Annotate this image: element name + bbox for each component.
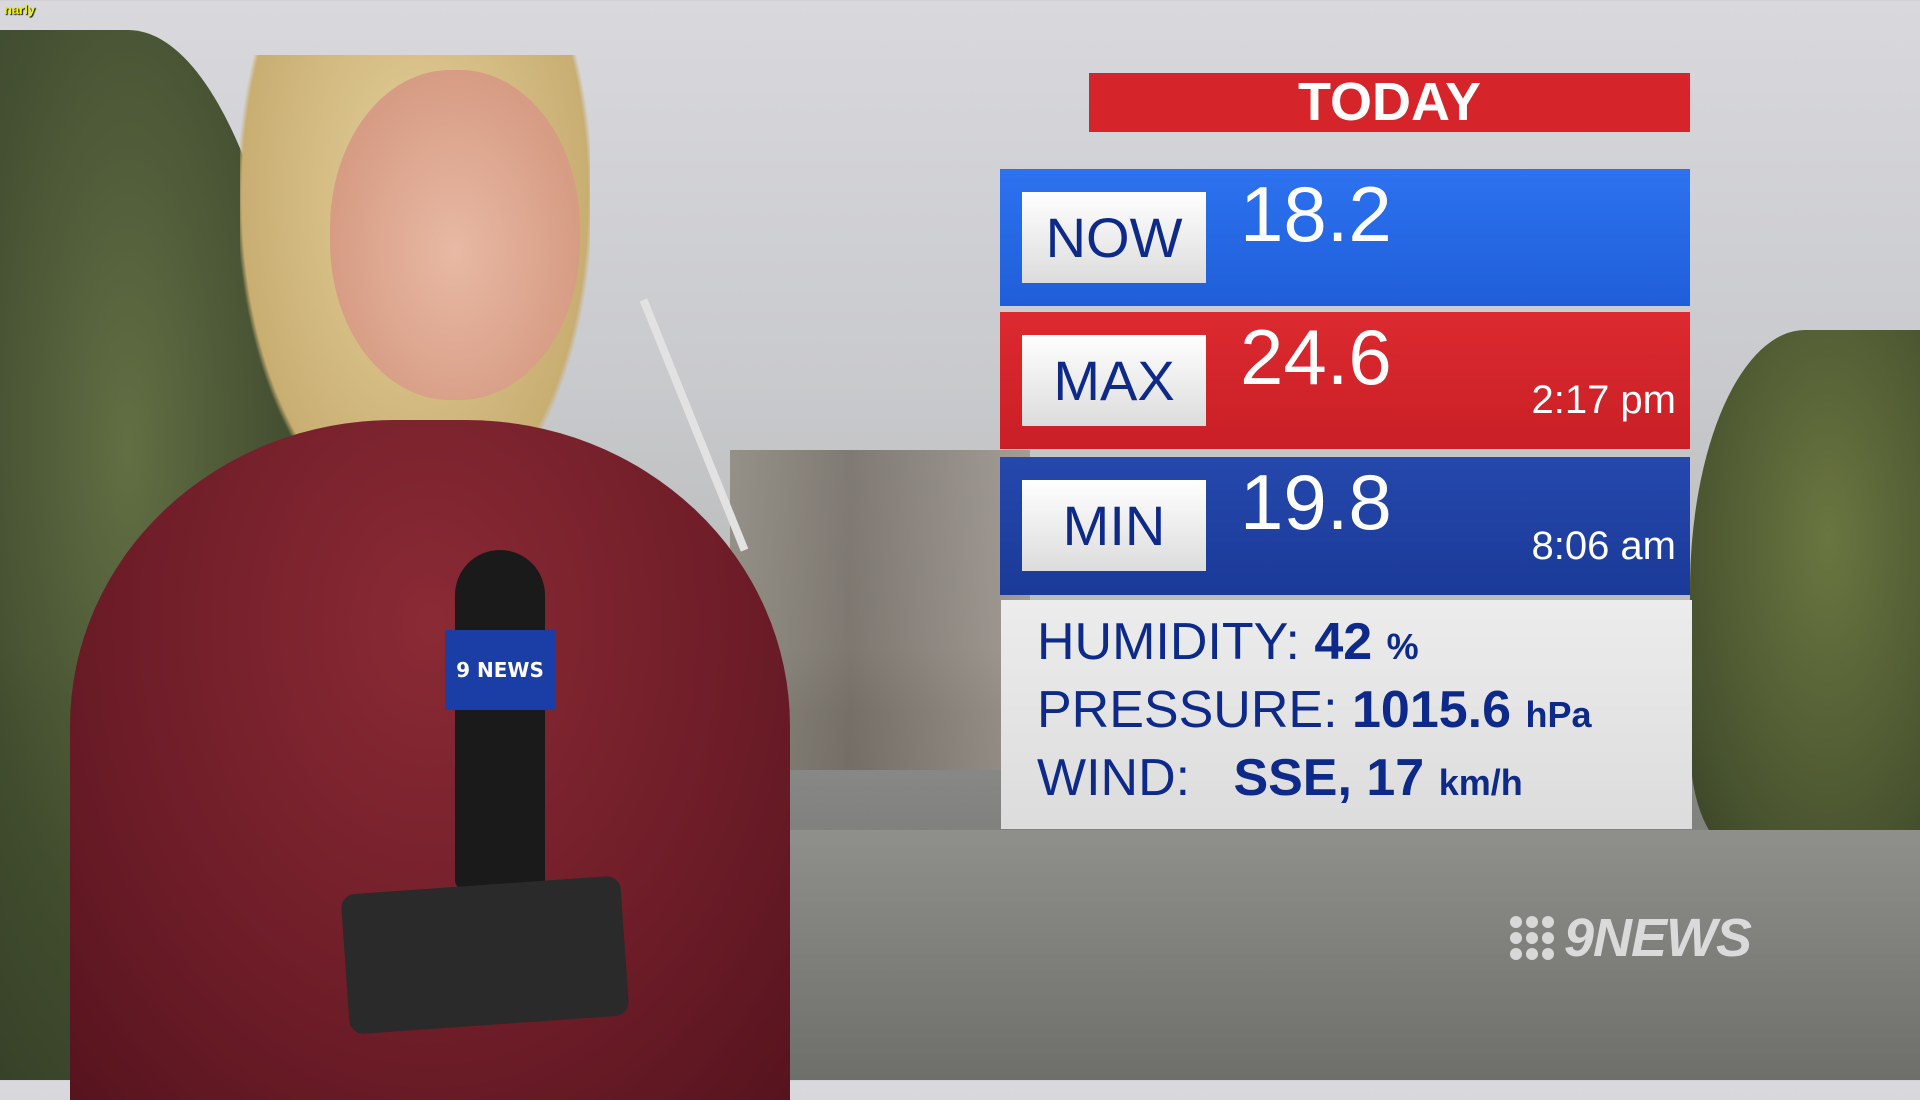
min-time: 8:06 am: [1531, 524, 1676, 568]
humidity-value: 42: [1314, 613, 1373, 671]
wind-value: SSE, 17: [1233, 749, 1425, 807]
network-tag: narly: [4, 2, 36, 17]
9news-logo: 9NEWS: [1510, 908, 1752, 968]
max-time: 2:17 pm: [1531, 378, 1676, 422]
pressure-unit: hPa: [1525, 694, 1592, 735]
background-river: [620, 830, 1920, 1080]
humidity-label: HUMIDITY:: [1037, 613, 1300, 671]
max-label: MAX: [1022, 335, 1206, 426]
background-trees-right: [1690, 330, 1920, 850]
now-row: NOW 18.2: [1000, 169, 1690, 306]
mic-flag-logo: 9 NEWS: [445, 630, 555, 710]
wind-unit: km/h: [1438, 762, 1523, 803]
now-value: 18.2: [1240, 170, 1392, 258]
max-value: 24.6: [1240, 313, 1392, 401]
pressure-value: 1015.6: [1351, 681, 1512, 739]
pressure-label: PRESSURE:: [1037, 681, 1338, 739]
min-row: MIN 19.8 8:06 am: [1000, 457, 1690, 595]
nine-dots-icon: [1510, 916, 1554, 960]
pressure-line: PRESSURE: 1015.6 hPa: [1037, 680, 1592, 740]
presenter-face: [330, 70, 580, 400]
min-value: 19.8: [1240, 458, 1392, 546]
now-label: NOW: [1022, 192, 1206, 283]
humidity-line: HUMIDITY: 42 %: [1037, 612, 1419, 672]
wind-line: WIND: SSE, 17 km/h: [1037, 748, 1523, 808]
humidity-unit: %: [1386, 626, 1419, 667]
wind-label: WIND:: [1037, 749, 1191, 807]
weather-title: TODAY: [1089, 73, 1690, 132]
microphone: [455, 550, 545, 890]
min-label: MIN: [1022, 480, 1206, 571]
conditions-panel: HUMIDITY: 42 % PRESSURE: 1015.6 hPa WIND…: [1001, 600, 1692, 829]
tablet: [340, 875, 630, 1035]
logo-text: 9NEWS: [1564, 908, 1752, 968]
max-row: MAX 24.6 2:17 pm: [1000, 312, 1690, 449]
